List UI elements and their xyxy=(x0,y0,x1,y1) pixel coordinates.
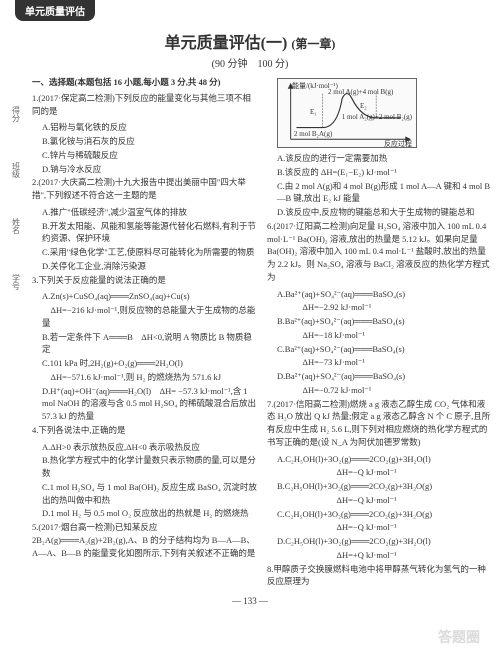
q5-opt-a: A.该反应的进行一定需要加热 xyxy=(267,152,492,165)
q6-opt-d2: ΔH=−0.72 kJ·mol⁻¹ xyxy=(267,384,492,397)
title-suffix: (第一章) xyxy=(291,37,335,51)
q7-opt-c1: C.C₂H₅OH(l)+3O₂(g)═══2CO₂(g)+3H₂O(g) xyxy=(267,508,492,521)
q6-opt-b1: B.Ba²⁺(aq)+SO₄²⁻(aq)═══BaSO₄(s) xyxy=(267,315,492,328)
q1: 1.(2017·保定高二检测)下列反应的能量变化与其他三项不相同的是 xyxy=(32,92,257,118)
q3-opt-c1: C.101 kPa 时,2H₂(g)+O₂(g)═══2H₂O(l) xyxy=(32,357,257,370)
q3-opt-a1: A.Zn(s)+CuSO₄(aq)═══ZnSO₄(aq)+Cu(s) xyxy=(32,290,257,303)
q7-opt-b2: ΔH=−Q kJ·mol⁻¹ xyxy=(267,494,492,507)
graph-e1: E₁ xyxy=(310,107,317,118)
q1-opt-d: D.钠与冷水反应 xyxy=(32,163,257,176)
graph-right-label: 1 mol A₂(g)+2 mol B₂(g) xyxy=(342,112,412,123)
sidebar-score: 得分 xyxy=(11,106,22,122)
sidebar-name: 姓名 xyxy=(11,218,22,234)
q2-opt-a: A.推广"低碳经济",减少温室气体的排放 xyxy=(32,206,257,219)
q4-opt-d: D.1 mol H₂ 与 0.5 mol O₂ 反应放出的热就是 H₂ 的燃烧热 xyxy=(32,507,257,520)
graph-top-label: 2 mol A(g)+4 mol B(g) xyxy=(328,87,393,98)
left-sidebar: 得分 班级 姓名 学号 xyxy=(8,76,24,592)
content-area: 得分 班级 姓名 学号 一、选择题(本题包括 16 小题,每小题 3 分,共 4… xyxy=(0,76,500,592)
graph-xlabel: 反应过程 xyxy=(384,139,412,150)
q1-opt-c: C.锌片与稀硫酸反应 xyxy=(32,149,257,162)
q6-opt-a1: A.Ba²⁺(aq)+SO₄²⁻(aq)═══BaSO₄(s) xyxy=(267,288,492,301)
q6: 6.(2017·辽阳高二检测)向足量 H₂SO₄ 溶液中加入 100 mL 0.… xyxy=(267,220,492,284)
q6-opt-a2: ΔH=−2.92 kJ·mol⁻¹ xyxy=(267,301,492,314)
header-tab: 单元质量评估 xyxy=(15,0,95,21)
q7-opt-a1: A.C₂H₅OH(l)+3O₂(g)═══2CO₂(g)+3H₂O(l) xyxy=(267,453,492,466)
page-title: 单元质量评估(一) (第一章) xyxy=(0,29,500,53)
q3: 3.下列关于反应能量的说法正确的是 xyxy=(32,274,257,287)
q7-opt-d2: ΔH=+Q kJ·mol⁻¹ xyxy=(267,549,492,562)
watermark: 答题圈 xyxy=(438,627,480,647)
q7-opt-d1: D.C₂H₅OH(l)+3O₂(g)═══2CO₂(g)+3H₂O(l) xyxy=(267,535,492,548)
q1-opt-a: A.铝粉与氧化铁的反应 xyxy=(32,121,257,134)
q6-opt-d1: D.Ba²⁺(aq)+SO₄²⁻(aq)═══BaSO₄(s) xyxy=(267,370,492,383)
q6-opt-c2: ΔH=−73 kJ·mol⁻¹ xyxy=(267,356,492,369)
page-number: — 133 — xyxy=(0,596,500,606)
q4: 4.下列各说法中,正确的是 xyxy=(32,424,257,437)
q2: 2.(2017·大庆高二检测)十九大报告中提出美丽中国"四大举措",下列叙述不符… xyxy=(32,176,257,202)
q5-opt-b: B.该反应的 ΔH=(E₁−E₂) kJ·mol⁻¹ xyxy=(267,166,492,179)
graph-e2: E₂ xyxy=(360,101,367,112)
q7: 7.(2017·信阳高二检测)燃烧 a g 液态乙醇生成 CO₂ 气体和液态 H… xyxy=(267,398,492,449)
q6-opt-c1: C.Ba²⁺(aq)+SO₄²⁻(aq)═══BaSO₄(s) xyxy=(267,343,492,356)
q1-opt-b: B.氯化铵与消石灰的反应 xyxy=(32,135,257,148)
q4-opt-a: A.ΔH>0 表示放热反应,ΔH<0 表示吸热反应 xyxy=(32,441,257,454)
section-a-header: 一、选择题(本题包括 16 小题,每小题 3 分,共 48 分) xyxy=(32,76,257,89)
q6-opt-b2: ΔH=−18 kJ·mol⁻¹ xyxy=(267,329,492,342)
energy-diagram: 能量/(kJ·mol⁻¹) 2 mol A(g)+4 mol B(g) E₁ E… xyxy=(277,78,417,148)
q8: 8.甲醇质子交换膜燃料电池中将甲醇蒸气转化为氢气的一种反应原理为 xyxy=(267,563,492,589)
right-column: 能量/(kJ·mol⁻¹) 2 mol A(g)+4 mol B(g) E₁ E… xyxy=(267,76,492,592)
graph-bottom-label: 2 mol B₂A(g) xyxy=(294,129,332,140)
q7-opt-b1: B.C₂H₅OH(l)+3O₂(g)═══2CO₂(g)+3H₂O(g) xyxy=(267,480,492,493)
q3-opt-b: B.若一定条件下 A═══B ΔH<0,说明 A 物质比 B 物质稳定 xyxy=(32,331,257,357)
q4-opt-c: C.1 mol H₂SO₄ 与 1 mol Ba(OH)₂ 反应生成 BaSO₄… xyxy=(32,481,257,507)
q4-opt-b: B.热化学方程式中的化学计量数只表示物质的量,可以是分数 xyxy=(32,454,257,480)
title-main: 单元质量评估(一) xyxy=(165,35,288,52)
q2-opt-d: D.关停化工企业,消除污染源 xyxy=(32,260,257,273)
q7-opt-a2: ΔH=−Q kJ·mol⁻¹ xyxy=(267,466,492,479)
sidebar-class: 班级 xyxy=(11,162,22,178)
time-score: (90 分钟 100 分) xyxy=(0,55,500,70)
sidebar-id: 学号 xyxy=(11,274,22,290)
q3-opt-a2: ΔH=−216 kJ·mol⁻¹,则反应物的总能量大于生成物的总能量 xyxy=(32,304,257,330)
q3-opt-c2: ΔH=−571.6 kJ·mol⁻¹,则 H₂ 的燃烧热为 571.6 kJ xyxy=(32,371,257,384)
q2-opt-b: B.开发太阳能、风能和氢能等能源代替化石燃料,有利于节约资源、保护环境 xyxy=(32,220,257,246)
q5-opt-d: D.该反应中,反应物的键能总和大于生成物的键能总和 xyxy=(267,206,492,219)
q7-opt-c2: ΔH=−Q kJ·mol⁻¹ xyxy=(267,521,492,534)
q2-opt-c: C.采用"绿色化学"工艺,使原料尽可能转化为所需要的物质 xyxy=(32,246,257,259)
q5: 5.(2017·烟台高一检测)已知某反应 2B₂A(g)═══A₂(g)+2B₂… xyxy=(32,521,257,559)
columns: 一、选择题(本题包括 16 小题,每小题 3 分,共 48 分) 1.(2017… xyxy=(32,76,492,592)
left-column: 一、选择题(本题包括 16 小题,每小题 3 分,共 48 分) 1.(2017… xyxy=(32,76,257,592)
q3-opt-d: D.H⁺(aq)+OH⁻(aq)═══H₂O(l) ΔH= −57.3 kJ·m… xyxy=(32,385,257,423)
q5-opt-c: C.由 2 mol A(g)和 4 mol B(g)形成 1 mol A—A 键… xyxy=(267,180,492,206)
